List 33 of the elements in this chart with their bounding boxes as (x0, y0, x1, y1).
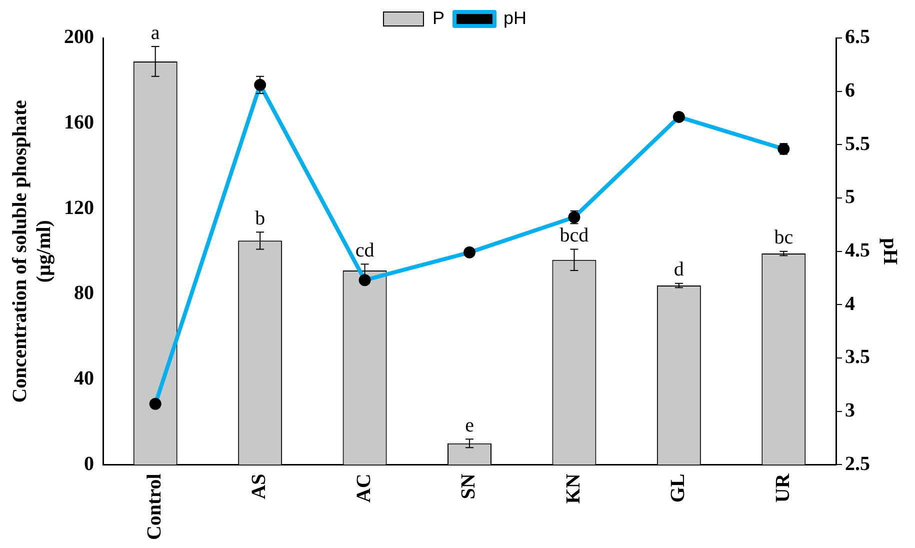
x-tick-label: GL (667, 474, 690, 503)
legend-label: pH (504, 8, 527, 28)
y-axis-title: Concentration of soluble phosphate (µg/ml) (9, 100, 56, 403)
annotation: bcd (560, 224, 589, 246)
y2-tick-label: 4 (845, 292, 855, 315)
x-tick-label: KN (562, 473, 584, 504)
y-tick-label: 160 (64, 112, 94, 134)
y-tick-label: 80 (74, 282, 94, 304)
x-tick-label: Control (144, 473, 166, 540)
y-tick-label: 40 (74, 368, 94, 390)
y2-tick-label: 3.5 (845, 346, 870, 368)
x-tick-label: SN (458, 473, 480, 500)
y2-tick-label: 2.5 (845, 452, 870, 475)
y2-tick-label: 3 (845, 400, 855, 422)
y-tick-label: 120 (64, 196, 94, 219)
x-tick-label: UR (772, 473, 794, 503)
x-tick-label: AC (352, 474, 375, 503)
annotation: e (465, 414, 474, 436)
y2-axis-title: pH (878, 238, 901, 266)
annotation: cd (355, 239, 374, 262)
y2-tick-label: 5 (845, 186, 855, 208)
y2-tick-label: 4.5 (845, 240, 870, 262)
annotation: bc (774, 226, 794, 249)
annotation: a (150, 22, 160, 44)
annotation: b (255, 207, 266, 230)
annotation: d (674, 258, 684, 281)
y2-tick-label: 6 (845, 80, 855, 102)
y-tick-label: 0 (84, 452, 94, 475)
x-tick-label: AS (248, 474, 270, 500)
y2-tick-label: 6.5 (845, 26, 870, 48)
y-tick-label: 200 (64, 26, 94, 48)
legend-label: P (432, 8, 445, 28)
y2-tick-label: 5.5 (845, 132, 870, 155)
